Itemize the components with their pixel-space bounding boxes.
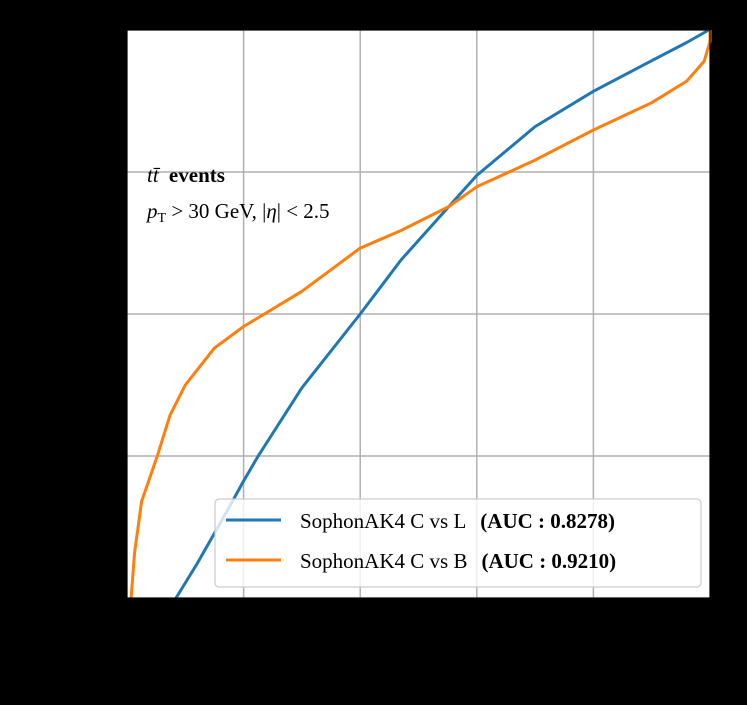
- roc-curve-1: [129, 30, 712, 599]
- legend: SophonAK4 C vs L (AUC : 0.8278) SophonAK4…: [214, 498, 702, 588]
- plot-frame: [126, 29, 711, 599]
- annotation-events: events: [169, 163, 225, 187]
- annotation-line-2: pT > 30 GeV, |η| < 2.5: [145, 199, 330, 226]
- legend-entry-c-vs-b: SophonAK4 C vs B (AUC : 0.9210): [226, 549, 616, 573]
- annotation-ttbar: tt̄: [147, 163, 161, 187]
- annotation-line-1: tt̄ events: [147, 163, 225, 187]
- legend-label: SophonAK4 C vs B (AUC : 0.9210): [300, 549, 616, 573]
- legend-box: [214, 498, 702, 588]
- legend-label: SophonAK4 C vs L (AUC : 0.8278): [300, 509, 615, 533]
- annotation: tt̄ events pT > 30 GeV, |η| < 2.5: [145, 163, 330, 226]
- legend-entry-c-vs-l: SophonAK4 C vs L (AUC : 0.8278): [226, 509, 615, 533]
